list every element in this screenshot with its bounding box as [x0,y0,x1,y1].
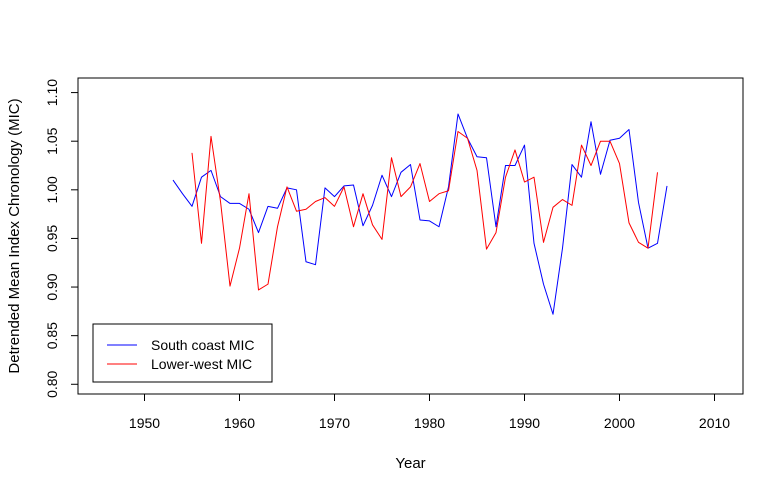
y-tick-label: 0.95 [44,225,60,252]
x-tick-label: 2010 [699,415,730,431]
x-axis: 1950 1960 1970 1980 1990 2000 2010 [129,393,730,431]
series-line-south-coast-mic [172,113,668,315]
x-axis-title: Year [395,455,425,472]
x-tick-label: 1950 [129,415,160,431]
x-tick-label: 2000 [604,415,635,431]
legend-label-south-coast: South coast MIC [151,337,255,353]
series-line-lower-west-mic [191,130,658,291]
legend-label-lower-west: Lower-west MIC [151,356,252,372]
x-tick-label: 1990 [509,415,540,431]
y-tick-label: 0.80 [44,370,60,397]
y-axis-title: Detrended Mean Index Chronology (MIC) [6,98,23,373]
y-tick-label: 0.90 [44,273,60,300]
x-tick-label: 1960 [224,415,255,431]
y-axis: 0.80 0.85 0.90 0.95 1.00 1.05 1.10 [44,79,79,398]
x-tick-label: 1970 [319,415,350,431]
y-tick-label: 1.05 [44,127,60,154]
y-tick-label: 1.10 [44,79,60,106]
y-tick-label: 0.85 [44,322,60,349]
y-tick-label: 1.00 [44,176,60,203]
x-tick-label: 1980 [414,415,445,431]
legend-box [92,323,273,383]
legend: South coast MIC Lower-west MIC [92,323,273,383]
series-layer [172,113,668,315]
